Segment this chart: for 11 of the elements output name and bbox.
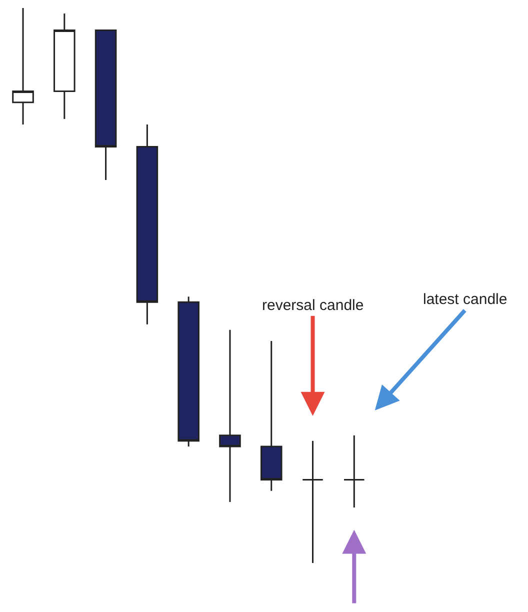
candlestick [178, 296, 200, 448]
candlestick [219, 329, 241, 503]
annotation: reversal candle [262, 297, 364, 314]
candlestick [12, 8, 34, 126]
candlestick [94, 29, 117, 181]
candlestick [260, 340, 282, 492]
candlestick [343, 434, 366, 508]
candlestick [302, 440, 324, 563]
candlestick [136, 124, 158, 326]
text: latest candle [423, 291, 508, 308]
candlestick [54, 12, 76, 120]
